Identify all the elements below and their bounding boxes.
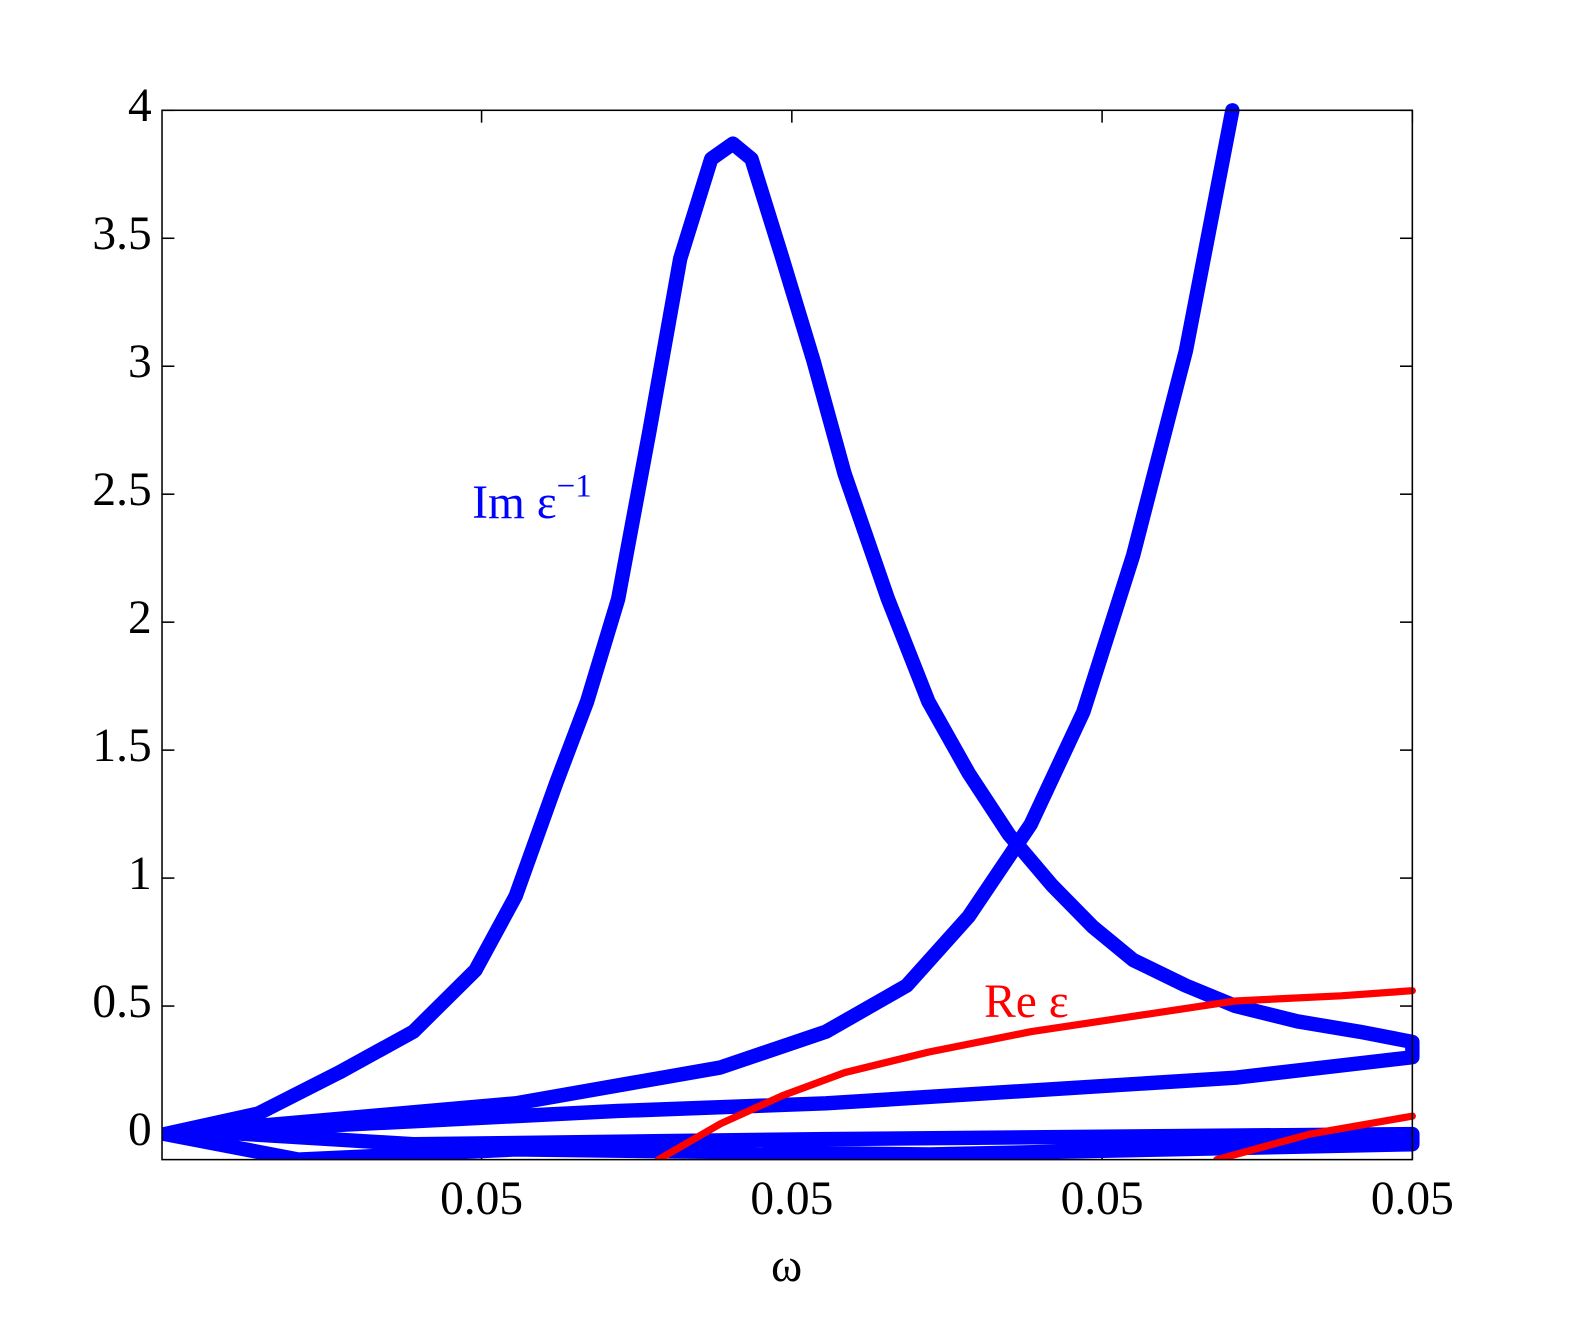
y-tick-label: 3 (128, 336, 152, 388)
y-tick-label: 4 (128, 80, 152, 132)
y-tick-label: 3.5 (92, 208, 151, 260)
x-tick-label: 0.05 (440, 1173, 523, 1225)
annotation-superscript: −1 (557, 468, 592, 504)
annotation-text: Im ε (472, 477, 556, 529)
y-tick-label: 1.5 (92, 720, 151, 772)
x-tick-label: 0.05 (750, 1173, 833, 1225)
y-tick-label: 0.5 (92, 976, 151, 1028)
x-tick-label: 0.05 (1061, 1173, 1144, 1225)
y-tick-label: 2.5 (92, 464, 151, 516)
x-tick-label: 0.05 (1371, 1173, 1454, 1225)
annotation-text: Re ε (984, 976, 1068, 1028)
annotation: Re ε (984, 976, 1068, 1028)
annotation: Im ε−1 (472, 468, 591, 529)
y-tick-label: 0 (128, 1104, 152, 1156)
y-tick-label: 1 (128, 848, 152, 900)
x-axis-label: ω (771, 1240, 802, 1292)
plot-frame (161, 109, 1414, 1161)
data-line (654, 987, 1416, 1160)
data-line (162, 103, 1420, 1160)
y-tick-label: 2 (128, 592, 152, 644)
